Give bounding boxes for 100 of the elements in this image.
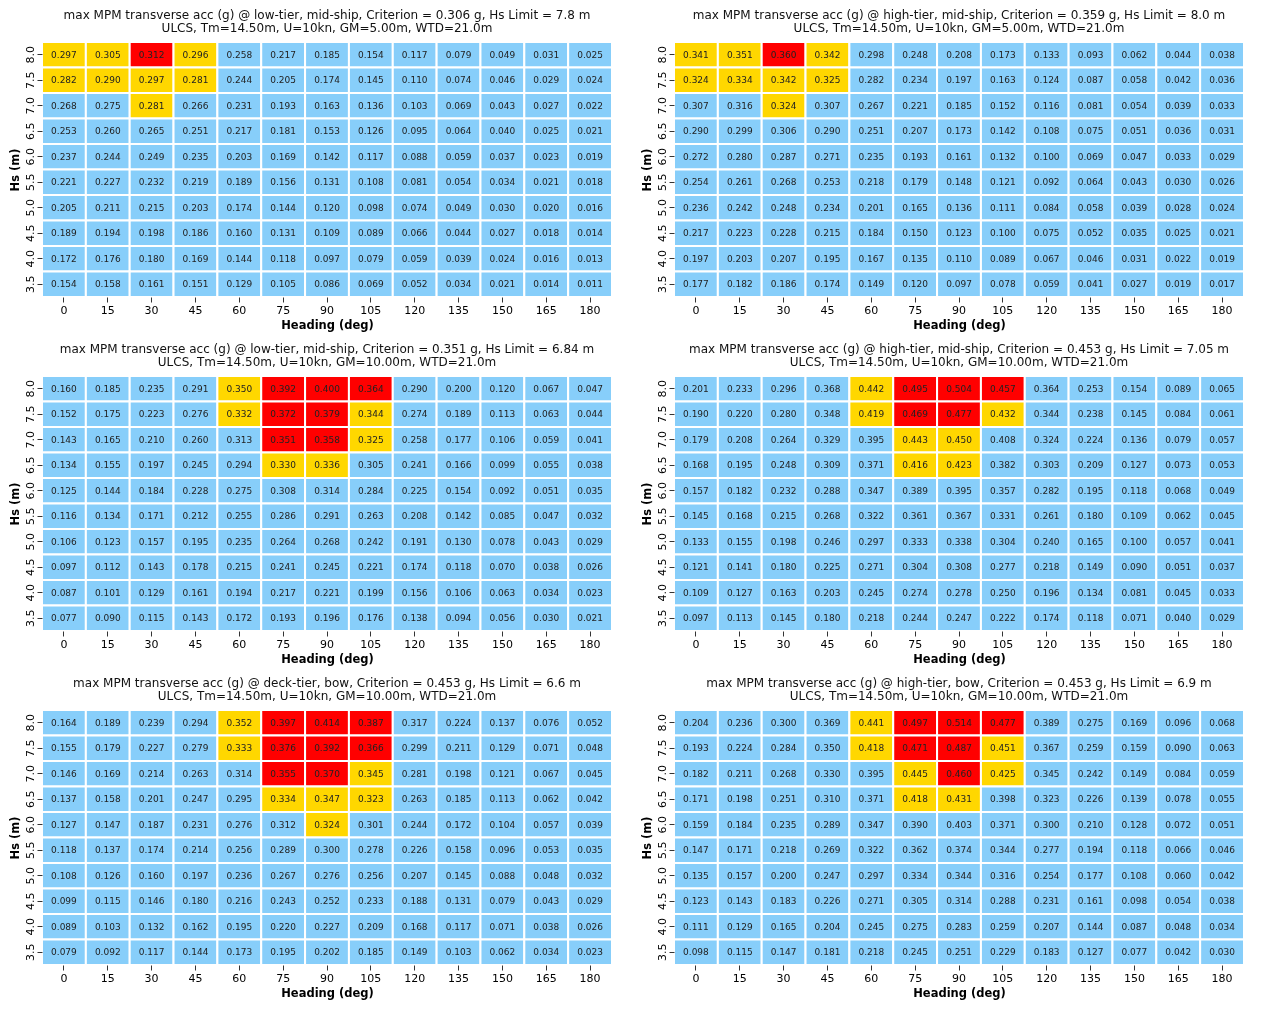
data-label: 0.026: [577, 562, 604, 573]
data-label: 0.180: [1077, 511, 1104, 522]
data-label: 0.021: [533, 177, 560, 188]
data-label: 0.068: [1209, 717, 1236, 728]
x-tick-label: 165: [1167, 303, 1189, 317]
y-tick-label: 3.5: [655, 275, 669, 293]
data-label: 0.027: [489, 228, 516, 239]
y-axis-title: Hs (m): [7, 816, 22, 860]
data-label: 0.300: [314, 845, 341, 856]
data-label: 0.210: [1077, 819, 1104, 830]
data-label: 0.131: [445, 896, 472, 907]
data-label: 0.322: [858, 845, 885, 856]
data-label: 0.108: [357, 177, 384, 188]
x-tick-label: 30: [776, 303, 791, 317]
data-label: 0.029: [1209, 613, 1236, 624]
data-label: 0.238: [1077, 409, 1104, 420]
chart-title: max MPM transverse acc (g) @ low-tier, mid-ship, Criterion = 0.351 g, Hs Limit = 6.84 m: [59, 342, 595, 356]
data-label: 0.276: [182, 409, 209, 420]
data-label: 0.077: [51, 613, 77, 624]
data-label: 0.117: [445, 921, 472, 932]
data-label: 0.087: [1121, 921, 1148, 932]
data-label: 0.171: [726, 845, 753, 856]
data-label: 0.307: [683, 100, 709, 111]
data-label: 0.059: [1209, 768, 1236, 779]
data-label: 0.052: [401, 279, 428, 290]
data-label: 0.063: [533, 409, 560, 420]
data-label: 0.169: [94, 768, 121, 779]
x-tick-label: 105: [360, 971, 382, 985]
data-label: 0.189: [226, 177, 253, 188]
data-label: 0.256: [226, 845, 253, 856]
data-label: 0.275: [902, 921, 929, 932]
data-label: 0.451: [989, 743, 1016, 754]
data-label: 0.034: [533, 587, 560, 598]
data-label: 0.176: [94, 253, 121, 264]
data-label: 0.168: [726, 511, 753, 522]
data-label: 0.179: [902, 177, 929, 188]
y-tick-label: 4.0: [655, 918, 669, 936]
data-label: 0.043: [489, 100, 516, 111]
data-label: 0.118: [51, 845, 78, 856]
data-label: 0.342: [814, 49, 841, 60]
data-label: 0.205: [270, 75, 297, 86]
data-label: 0.289: [814, 819, 841, 830]
data-label: 0.068: [1165, 485, 1192, 496]
data-label: 0.169: [182, 253, 209, 264]
data-label: 0.342: [770, 75, 797, 86]
data-label: 0.120: [489, 383, 516, 394]
data-label: 0.471: [902, 743, 929, 754]
data-label: 0.268: [770, 177, 797, 188]
data-label: 0.142: [989, 126, 1016, 137]
data-label: 0.035: [1121, 228, 1148, 239]
data-label: 0.224: [1077, 434, 1104, 445]
data-label: 0.018: [533, 228, 560, 239]
data-label: 0.395: [858, 434, 885, 445]
data-label: 0.118: [1077, 613, 1104, 624]
data-label: 0.127: [1121, 460, 1148, 471]
chart-subtitle: ULCS, Tm=14.50m, U=10kn, GM=10.00m, WTD=21.0m: [157, 689, 497, 703]
data-label: 0.201: [858, 202, 885, 213]
data-label: 0.027: [1121, 279, 1148, 290]
data-label: 0.046: [1209, 845, 1236, 856]
data-label: 0.400: [314, 383, 341, 394]
data-label: 0.217: [270, 49, 297, 60]
data-label: 0.259: [1077, 743, 1104, 754]
data-label: 0.062: [1165, 511, 1192, 522]
data-label: 0.216: [226, 896, 253, 907]
data-label: 0.219: [182, 177, 209, 188]
data-label: 0.226: [1077, 794, 1104, 805]
data-label: 0.178: [182, 562, 209, 573]
y-tick-label: 3.5: [23, 609, 37, 627]
data-label: 0.037: [1209, 562, 1235, 573]
data-label: 0.271: [858, 896, 885, 907]
y-axis-title: Hs (m): [639, 148, 654, 192]
x-tick-label: 120: [1036, 637, 1058, 651]
x-tick-label: 75: [908, 637, 923, 651]
data-label: 0.443: [902, 434, 929, 445]
data-label: 0.182: [726, 485, 753, 496]
x-tick-label: 90: [320, 637, 334, 651]
data-label: 0.098: [683, 947, 710, 958]
data-label: 0.049: [489, 49, 516, 60]
data-label: 0.038: [577, 460, 604, 471]
data-label: 0.267: [858, 100, 885, 111]
data-label: 0.231: [226, 100, 253, 111]
data-label: 0.251: [182, 126, 209, 137]
data-label: 0.280: [770, 409, 797, 420]
data-label: 0.151: [182, 279, 209, 290]
data-label: 0.129: [138, 587, 165, 598]
data-label: 0.253: [1077, 383, 1104, 394]
data-label: 0.299: [726, 126, 753, 137]
data-label: 0.231: [1033, 896, 1060, 907]
data-label: 0.137: [489, 717, 516, 728]
data-label: 0.291: [182, 383, 209, 394]
data-label: 0.154: [445, 485, 472, 496]
x-tick-label: 105: [992, 971, 1014, 985]
chart-subtitle: ULCS, Tm=14.50m, U=10kn, GM=10.00m, WTD=21.0m: [789, 355, 1129, 369]
data-label: 0.144: [270, 202, 297, 213]
data-label: 0.177: [445, 434, 472, 445]
data-label: 0.297: [858, 536, 885, 547]
y-tick-label: 7.5: [23, 739, 37, 757]
data-label: 0.196: [314, 613, 341, 624]
data-label: 0.248: [770, 202, 797, 213]
data-label: 0.073: [1165, 460, 1192, 471]
